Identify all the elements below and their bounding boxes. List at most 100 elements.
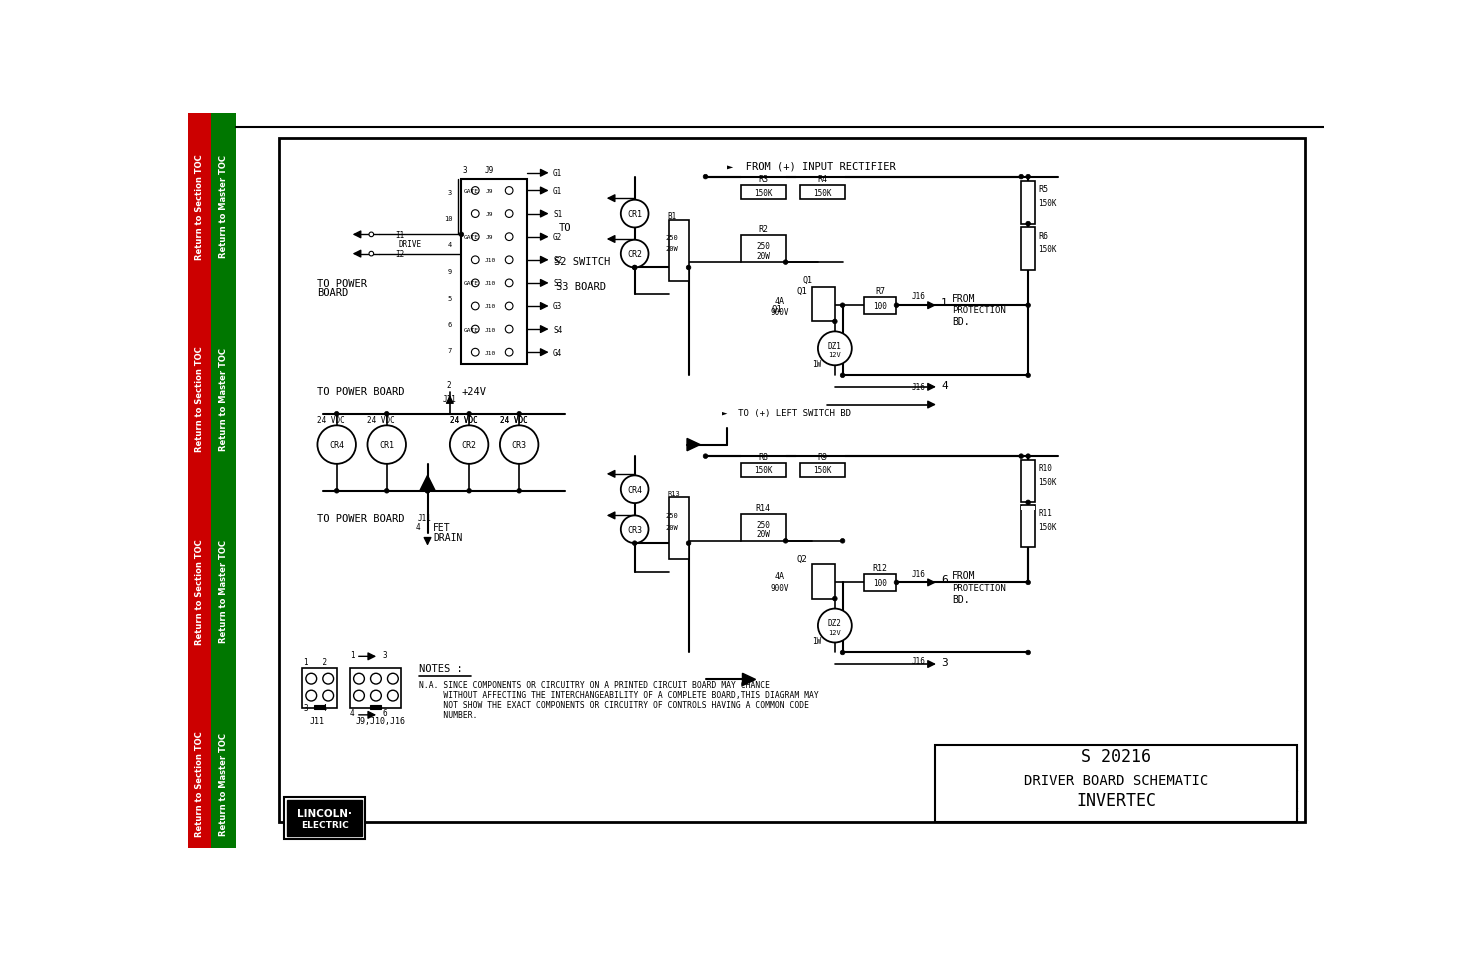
Text: TO POWER BOARD: TO POWER BOARD <box>317 386 406 396</box>
Circle shape <box>388 674 398 684</box>
Text: 3   4: 3 4 <box>304 703 326 713</box>
Text: 150K: 150K <box>754 189 773 197</box>
Text: Return to Master TOC: Return to Master TOC <box>218 539 229 642</box>
Text: 24 VDC: 24 VDC <box>450 416 478 425</box>
Circle shape <box>506 280 513 288</box>
Circle shape <box>506 349 513 356</box>
Text: BOARD: BOARD <box>317 288 348 297</box>
Bar <box>285 798 366 839</box>
Text: TO: TO <box>559 223 572 233</box>
Bar <box>1021 228 1035 271</box>
Text: 24 VDC: 24 VDC <box>500 416 528 425</box>
Text: J9,J10,J16: J9,J10,J16 <box>355 716 406 725</box>
Bar <box>935 745 1297 822</box>
Text: 3: 3 <box>941 657 948 667</box>
Text: J16: J16 <box>912 293 926 301</box>
Text: 20W: 20W <box>665 524 678 531</box>
Text: ►  TO (+) LEFT SWITCH BD: ► TO (+) LEFT SWITCH BD <box>721 408 851 417</box>
Text: 3: 3 <box>382 650 386 659</box>
Circle shape <box>1025 222 1031 227</box>
Circle shape <box>633 541 637 546</box>
Circle shape <box>704 175 708 180</box>
Circle shape <box>506 303 513 311</box>
Text: Return to Section TOC: Return to Section TOC <box>195 731 204 837</box>
Text: G1: G1 <box>553 187 562 195</box>
Circle shape <box>832 320 838 324</box>
Text: 150K: 150K <box>1038 477 1056 487</box>
Text: 24 VDC: 24 VDC <box>367 416 395 425</box>
Text: 6: 6 <box>941 575 948 585</box>
Text: 250: 250 <box>757 242 770 252</box>
Circle shape <box>686 266 690 271</box>
Text: J9: J9 <box>487 189 494 193</box>
Bar <box>801 463 845 477</box>
Text: 100: 100 <box>873 578 888 587</box>
Text: 150K: 150K <box>813 189 832 197</box>
Text: 150K: 150K <box>1038 245 1056 254</box>
Circle shape <box>472 256 479 264</box>
Circle shape <box>354 691 364 701</box>
Text: ELECTRIC: ELECTRIC <box>301 821 348 830</box>
Circle shape <box>506 326 513 334</box>
Text: R13: R13 <box>667 491 680 497</box>
Text: 7: 7 <box>448 348 453 354</box>
Circle shape <box>704 455 708 459</box>
Text: J11: J11 <box>442 395 456 403</box>
Circle shape <box>819 609 851 642</box>
Text: S2: S2 <box>553 256 562 265</box>
Bar <box>211 114 236 848</box>
Text: 1: 1 <box>350 650 354 659</box>
Circle shape <box>335 412 339 416</box>
Circle shape <box>621 240 649 268</box>
Bar <box>811 564 835 598</box>
Text: 4A: 4A <box>774 572 785 580</box>
Text: GATE: GATE <box>463 281 479 286</box>
Circle shape <box>472 326 479 334</box>
Text: 24 VDC: 24 VDC <box>317 416 345 425</box>
Circle shape <box>1025 175 1031 180</box>
Text: TO POWER BOARD: TO POWER BOARD <box>317 514 406 523</box>
Text: Return to Master TOC: Return to Master TOC <box>218 732 229 835</box>
Circle shape <box>472 188 479 195</box>
Text: DRAIN: DRAIN <box>434 533 462 542</box>
Text: 24 VDC: 24 VDC <box>450 416 478 425</box>
Text: CR1: CR1 <box>379 440 394 450</box>
Text: R10: R10 <box>1038 464 1052 473</box>
Polygon shape <box>687 439 701 452</box>
Circle shape <box>367 426 406 464</box>
Circle shape <box>516 489 522 494</box>
Text: 9: 9 <box>448 269 453 274</box>
Text: J9: J9 <box>487 212 494 217</box>
Text: 20W: 20W <box>757 530 770 538</box>
Text: 250: 250 <box>665 513 678 518</box>
Circle shape <box>1025 580 1031 585</box>
Text: Q1: Q1 <box>802 275 813 284</box>
Text: DRIVER BOARD SCHEMATIC: DRIVER BOARD SCHEMATIC <box>1024 774 1208 787</box>
Text: 2: 2 <box>445 380 451 390</box>
Text: 1: 1 <box>941 298 948 308</box>
Circle shape <box>506 188 513 195</box>
Circle shape <box>894 580 898 585</box>
Text: BD.: BD. <box>951 594 969 604</box>
Circle shape <box>335 489 339 494</box>
Text: B1: B1 <box>667 213 676 221</box>
Text: 900V: 900V <box>771 308 789 316</box>
Circle shape <box>472 303 479 311</box>
Text: J11: J11 <box>310 716 324 725</box>
Bar <box>350 668 401 708</box>
Text: Return to Master TOC: Return to Master TOC <box>218 155 229 258</box>
Text: J16: J16 <box>912 569 926 578</box>
Circle shape <box>1019 455 1024 459</box>
Circle shape <box>305 674 317 684</box>
Circle shape <box>1025 651 1031 655</box>
Circle shape <box>506 233 513 241</box>
Text: 12V: 12V <box>829 352 841 358</box>
Circle shape <box>459 233 463 237</box>
Circle shape <box>472 211 479 218</box>
Text: G1: G1 <box>553 169 562 178</box>
Text: NOT SHOW THE EXACT COMPONENTS OR CIRCUITRY OF CONTROLS HAVING A COMMON CODE: NOT SHOW THE EXACT COMPONENTS OR CIRCUIT… <box>419 700 810 710</box>
Circle shape <box>841 651 845 655</box>
Text: N.A. SINCE COMPONENTS OR CIRCUITRY ON A PRINTED CIRCUIT BOARD MAY CHANCE: N.A. SINCE COMPONENTS OR CIRCUITRY ON A … <box>419 680 770 690</box>
Text: S2 SWITCH: S2 SWITCH <box>553 257 611 267</box>
Text: J10: J10 <box>484 281 496 286</box>
